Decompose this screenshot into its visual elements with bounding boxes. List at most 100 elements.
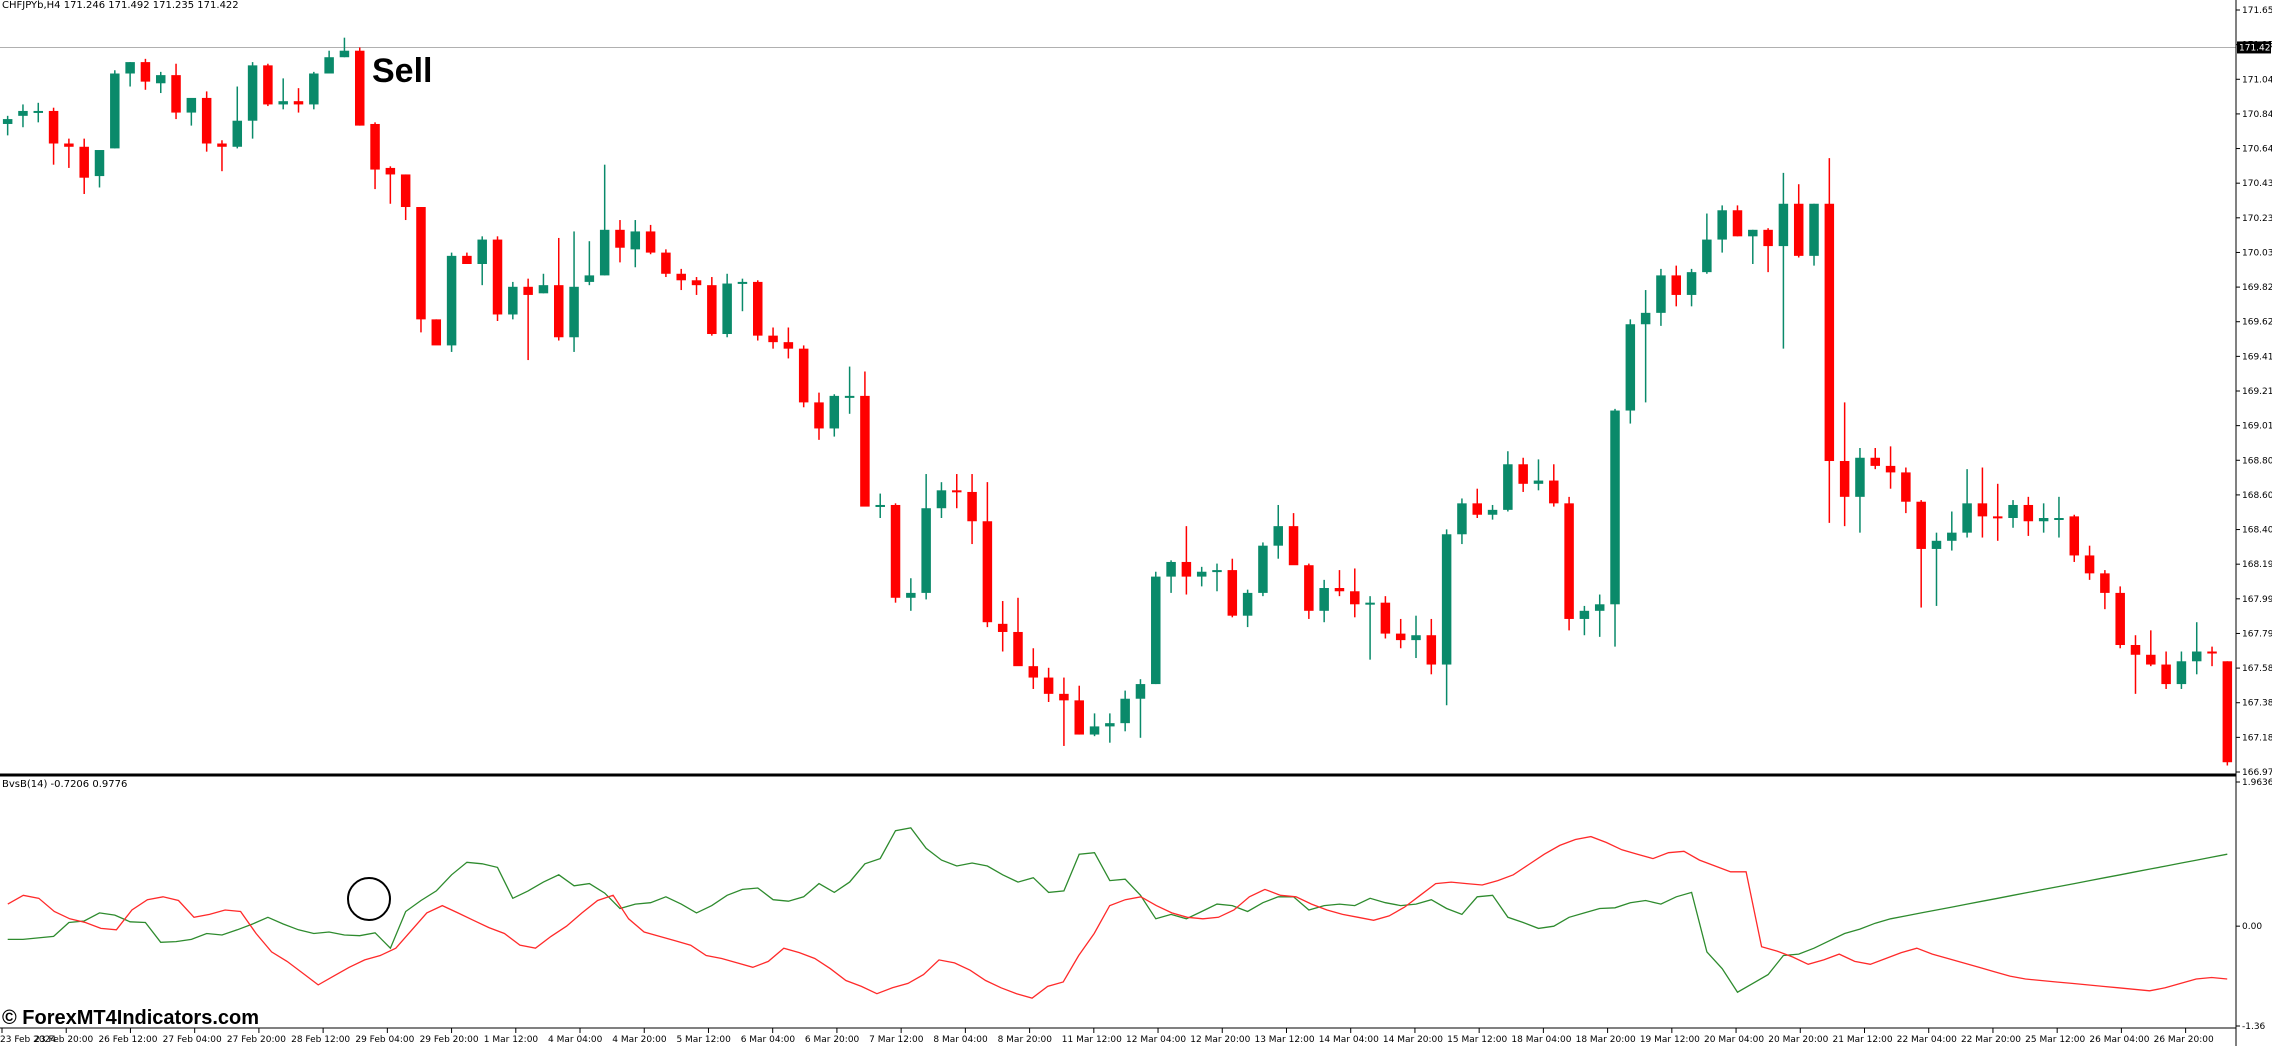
- candle: [982, 482, 993, 628]
- candle-body: [508, 286, 518, 315]
- candle-body: [967, 491, 977, 522]
- candle: [2115, 586, 2125, 649]
- candle: [1962, 469, 1972, 538]
- time-tick-label: 13 Mar 12:00: [1254, 1035, 1314, 1045]
- price-tick-label: 170.43: [2242, 179, 2272, 189]
- candle: [1105, 713, 1115, 743]
- candle-body: [860, 395, 870, 507]
- candle-body: [1977, 503, 1988, 517]
- candle-body: [1824, 203, 1835, 462]
- candle-body: [446, 255, 457, 346]
- candle: [1503, 451, 1513, 512]
- candle: [125, 62, 135, 87]
- candle: [1013, 597, 1023, 667]
- candle: [523, 278, 533, 361]
- candle: [1395, 618, 1406, 649]
- candle: [1901, 467, 1911, 514]
- candle-body: [645, 231, 656, 253]
- candle-body: [829, 395, 840, 429]
- candle-body: [1181, 561, 1192, 577]
- candle-body: [2054, 518, 2064, 520]
- candle-body: [997, 623, 1008, 632]
- candle-body: [906, 592, 916, 598]
- candle: [1793, 184, 1804, 258]
- time-tick-label: 22 Mar 04:00: [1897, 1035, 1957, 1045]
- candle: [309, 71, 319, 110]
- time-tick-label: 18 Mar 04:00: [1511, 1035, 1571, 1045]
- candle: [1594, 594, 1605, 637]
- time-tick-label: 25 Mar 12:00: [2025, 1035, 2085, 1045]
- candle: [707, 277, 717, 336]
- indicator-tick-label: 0.00: [2242, 922, 2262, 932]
- candle: [875, 493, 885, 518]
- candle: [997, 601, 1008, 652]
- price-tick-label: 170.03: [2242, 248, 2272, 258]
- candle-body: [1503, 464, 1513, 510]
- candle: [1151, 571, 1161, 685]
- candle: [783, 327, 794, 359]
- candle: [753, 280, 763, 341]
- candle-body: [2115, 592, 2125, 645]
- candle-body: [1962, 503, 1972, 533]
- time-tick-label: 20 Mar 04:00: [1704, 1035, 1764, 1045]
- candle: [1472, 488, 1482, 518]
- candle: [232, 86, 243, 149]
- candle-body: [798, 348, 809, 403]
- candle: [1242, 589, 1253, 628]
- candle-body: [2023, 504, 2034, 522]
- candle-body: [1671, 275, 1681, 295]
- candle: [1824, 158, 1835, 523]
- candle-body: [1166, 561, 1176, 577]
- candle-body: [569, 286, 579, 338]
- candle: [462, 252, 472, 264]
- candle-body: [232, 120, 243, 147]
- time-tick-label: 20 Mar 20:00: [1768, 1035, 1828, 1045]
- candle: [1426, 618, 1437, 675]
- time-tick-label: 4 Mar 20:00: [612, 1035, 667, 1045]
- candle-body: [554, 285, 564, 338]
- indicator-line-green: [7, 827, 2228, 994]
- candle-body: [186, 97, 197, 113]
- indicator-tick-label: -1.36: [2242, 1022, 2266, 1032]
- symbol-info: CHFJPYb,H4 171.246 171.492 171.235 171.4…: [2, 0, 239, 11]
- candle-body: [1992, 516, 2003, 519]
- candle: [263, 63, 273, 107]
- candle-body: [400, 174, 411, 208]
- time-tick-label: 8 Mar 04:00: [933, 1035, 988, 1045]
- candle-body: [370, 123, 380, 170]
- candle: [94, 150, 105, 188]
- crossover-circle-marker: [347, 877, 391, 921]
- candle: [1166, 560, 1176, 593]
- candle-body: [1074, 700, 1084, 735]
- candle-body: [64, 143, 74, 147]
- candle-body: [201, 97, 212, 144]
- price-tick-label: 170.64: [2242, 145, 2272, 155]
- price-tick-label: 167.18: [2242, 733, 2272, 743]
- candle-body: [1870, 457, 1881, 466]
- candle: [324, 50, 334, 74]
- current-price-tag: [2237, 41, 2271, 54]
- candle-body: [2008, 504, 2018, 518]
- time-tick-label: 21 Mar 12:00: [1833, 1035, 1893, 1045]
- candle-body: [1518, 464, 1528, 484]
- candle-body: [416, 207, 426, 320]
- candle-body: [1931, 540, 1942, 549]
- candle: [722, 273, 732, 338]
- candle-body: [2176, 661, 2187, 685]
- time-tick-label: 29 Feb 20:00: [420, 1035, 479, 1045]
- candle: [1074, 685, 1084, 735]
- price-tick-label: 169.62: [2242, 318, 2272, 328]
- candles-layer: [2, 37, 2233, 766]
- candle: [416, 207, 426, 333]
- candle: [921, 474, 931, 600]
- time-tick-label: 4 Mar 04:00: [548, 1035, 603, 1045]
- candle: [1441, 529, 1452, 706]
- candle-body: [1380, 602, 1391, 634]
- price-tick-label: 169.82: [2242, 283, 2272, 293]
- candle: [2038, 503, 2049, 533]
- candle: [1732, 205, 1743, 237]
- candle: [737, 278, 748, 312]
- candle: [615, 220, 625, 263]
